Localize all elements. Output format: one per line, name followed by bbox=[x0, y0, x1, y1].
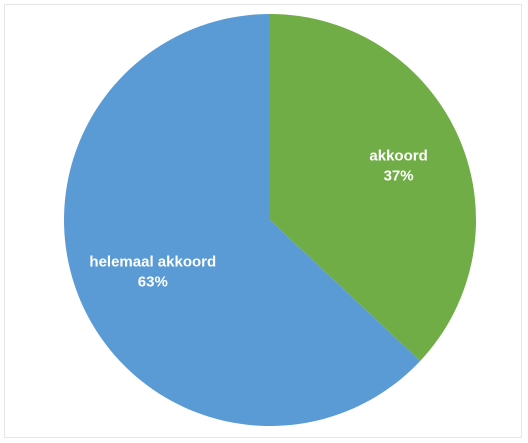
pie-slices bbox=[64, 14, 477, 427]
pie-labels: akkoord 37% helemaal akkoord 63% bbox=[89, 147, 427, 290]
slice-label-akkoord-percent: 37% bbox=[384, 167, 414, 184]
slice-label-akkoord-name: akkoord bbox=[369, 147, 427, 164]
slice-label-helemaal-akkoord-name: helemaal akkoord bbox=[89, 254, 216, 271]
slice-label-helemaal-akkoord-percent: 63% bbox=[138, 274, 168, 291]
pie-slice-helemaal-akkoord bbox=[64, 14, 421, 427]
pie-slice-akkoord bbox=[270, 14, 477, 362]
